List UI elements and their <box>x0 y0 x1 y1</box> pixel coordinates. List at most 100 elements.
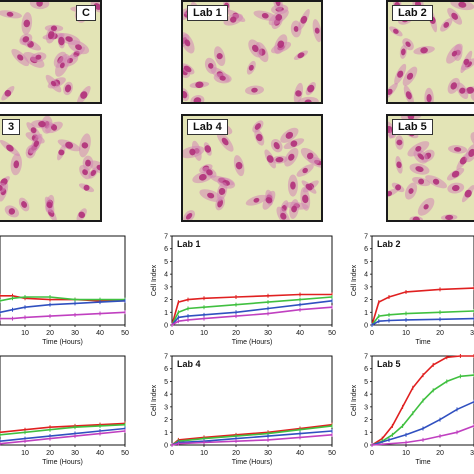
cell <box>301 180 317 194</box>
series-line <box>371 374 474 446</box>
x-tick-label: 0 <box>170 330 174 337</box>
chart-lab5: 0 1 2 3 4 5 6 7 0 10 20 30 Lab 5 Time Cell Index <box>350 352 474 466</box>
x-tick-label: 30 <box>71 450 79 457</box>
cell <box>233 155 245 177</box>
cell <box>76 208 87 220</box>
cell <box>284 147 299 167</box>
x-axis-title: Time (Hours) <box>42 339 83 346</box>
cell <box>287 174 298 197</box>
cell <box>223 13 243 26</box>
cell <box>78 133 91 158</box>
x-tick-label: 30 <box>470 330 474 337</box>
y-tick-label: 2 <box>164 417 168 424</box>
cell <box>248 39 263 58</box>
chart-svg: 10 20 30 40 50 Time (Hours) <box>0 355 129 466</box>
cell <box>413 46 435 55</box>
x-tick-label: 20 <box>46 450 54 457</box>
series-line <box>371 310 474 326</box>
cell <box>203 142 212 156</box>
cell <box>44 196 55 214</box>
cell <box>11 48 30 67</box>
series-line <box>371 287 474 326</box>
cell <box>63 81 73 96</box>
y-tick-label: 3 <box>164 284 168 291</box>
chart-c-bottom: 10 20 30 40 50 Time (Hours) <box>0 352 130 466</box>
series-line <box>371 317 474 326</box>
x-tick-label: 50 <box>328 330 336 337</box>
cell <box>273 2 283 11</box>
cell <box>391 182 405 193</box>
cell <box>245 194 268 206</box>
cell <box>78 183 95 193</box>
y-tick-label: 3 <box>364 404 368 411</box>
cell <box>183 145 205 159</box>
cell <box>0 182 7 194</box>
cell <box>404 182 418 200</box>
series-line <box>0 427 126 442</box>
series-line <box>171 293 332 326</box>
cell <box>55 53 70 77</box>
x-tick-label: 30 <box>264 330 272 337</box>
cell <box>446 43 463 64</box>
series-line <box>171 306 333 326</box>
y-tick-label: 6 <box>364 366 368 373</box>
series-line <box>0 423 126 436</box>
cell <box>204 57 217 74</box>
cell <box>31 119 53 129</box>
chart-svg: 0 1 2 3 4 5 6 7 0 10 20 30 40 50 Lab 4 Time (Hours) Cell… <box>151 354 336 467</box>
y-tick-label: 5 <box>164 259 168 266</box>
x-tick-label: 10 <box>200 330 208 337</box>
chart-c: 10 20 30 40 50 Time (Hours) <box>0 232 130 346</box>
cell <box>280 127 299 143</box>
micrograph-label: Lab 1 <box>187 5 228 21</box>
cell <box>465 143 474 163</box>
y-axis-title: Cell Index <box>351 384 358 416</box>
cell <box>183 88 190 102</box>
cell <box>30 133 43 154</box>
cell <box>18 197 30 212</box>
cell <box>394 63 407 85</box>
plot-frame <box>0 355 126 446</box>
y-tick-label: 4 <box>164 272 168 279</box>
cell-image <box>0 116 100 220</box>
cell <box>407 141 430 157</box>
y-tick-label: 6 <box>164 366 168 373</box>
cell <box>26 122 41 139</box>
cell <box>446 167 465 181</box>
x-tick-label: 10 <box>402 330 410 337</box>
y-tick-label: 2 <box>164 297 168 304</box>
chart-lab1: 0 1 2 3 4 5 6 7 0 10 20 30 40 50 Lab 1 Time (Hours) Cell… <box>150 232 340 347</box>
cell <box>447 7 463 25</box>
cell <box>57 33 66 49</box>
cell <box>264 149 276 169</box>
chart-svg: 10 20 30 40 50 Time (Hours) <box>0 235 129 346</box>
cell <box>45 74 62 93</box>
cell-image <box>0 2 100 102</box>
cell <box>190 95 205 102</box>
cell <box>424 87 434 102</box>
cell <box>245 85 264 95</box>
series-line <box>171 300 333 326</box>
micrograph-lab5: Lab 5 <box>386 114 474 222</box>
y-tick-label: 5 <box>364 259 368 266</box>
cell <box>388 188 399 199</box>
plot-frame <box>371 235 474 326</box>
y-tick-label: 4 <box>364 392 368 399</box>
cell <box>293 82 304 102</box>
x-tick-label: 20 <box>46 330 54 337</box>
cell <box>409 216 424 220</box>
y-axis-title: Cell Index <box>151 264 158 296</box>
y-tick-label: 7 <box>164 354 168 361</box>
cell <box>402 66 418 86</box>
cell <box>271 155 288 164</box>
y-tick-label: 2 <box>364 297 368 304</box>
cell <box>268 9 289 26</box>
cell <box>448 145 468 154</box>
cell <box>57 144 66 161</box>
y-tick-label: 5 <box>364 379 368 386</box>
series-line <box>371 355 474 446</box>
cell <box>412 176 431 187</box>
x-tick-label: 0 <box>370 330 374 337</box>
cell <box>297 96 319 102</box>
cell <box>389 26 403 37</box>
